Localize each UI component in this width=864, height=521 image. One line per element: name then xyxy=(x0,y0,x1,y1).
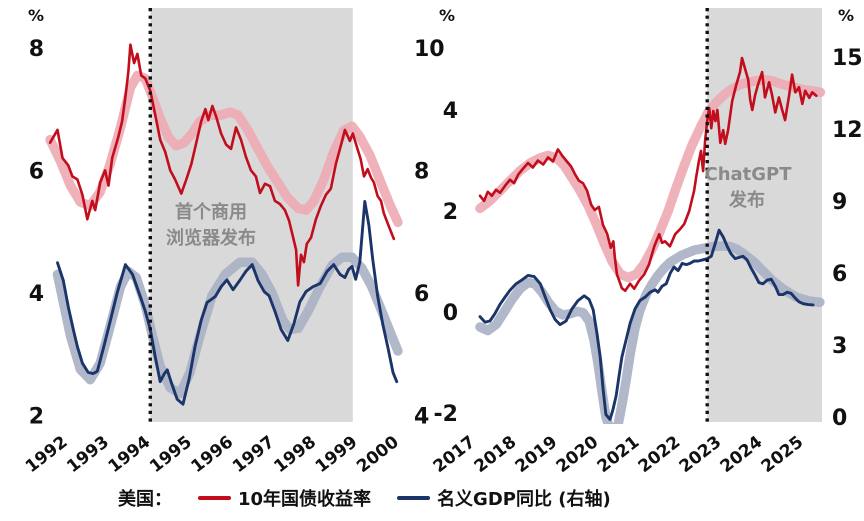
yield-line xyxy=(48,43,396,287)
chart-chatgpt-era-2017-2025: ChatGPT 发布 4 2 0 -2 15 12 9 6 3 0% % 2017201820192020… xyxy=(430,6,863,477)
x-axis-tick-label: 2023 xyxy=(676,432,726,475)
x-axis-tick-label: 1998 xyxy=(270,432,320,475)
gdp-trend-band xyxy=(475,241,825,424)
event-annotation-line: 首个商用 xyxy=(175,201,247,223)
yield-line-swatch xyxy=(198,495,231,501)
legend-region-label: 美国： xyxy=(118,489,172,510)
legend: 美国： 10年国债收益率 名义GDP同比 (右轴) xyxy=(118,485,611,511)
left-axis-tick-label: 6 xyxy=(29,159,44,184)
gdp-line-swatch xyxy=(397,495,431,501)
legend-item-treasury-yield-label: 10年国债收益率 xyxy=(238,489,372,510)
x-axis-tick-label: 1996 xyxy=(188,432,238,475)
right-axis-tick-label: 9 xyxy=(832,190,847,215)
x-axis-tick-label: 2000 xyxy=(353,432,403,475)
x-axis-tick-label: 1994 xyxy=(105,432,155,475)
x-axis-tick-label: 2019 xyxy=(512,432,562,475)
x-axis-tick-label: 2020 xyxy=(553,432,603,475)
x-axis-tick-label: 2021 xyxy=(594,432,644,475)
x-axis-tick-label: 2024 xyxy=(717,432,767,475)
plot-area xyxy=(45,43,403,406)
x-axis-tick-label: 1995 xyxy=(146,432,196,475)
right-axis-tick-label: 12 xyxy=(832,118,863,143)
x-axis-tick-label: 1992 xyxy=(22,432,72,475)
chart-browser-era-1992-2000: 首个商用浏览器发布864210864%199219931994199519961… xyxy=(22,6,445,477)
event-shaded-region xyxy=(150,8,353,422)
gdp-line xyxy=(478,228,815,421)
event-shaded-region xyxy=(707,8,822,422)
right-axis-tick-label: 10 xyxy=(414,37,445,62)
gdp-trend-band xyxy=(52,252,403,399)
x-axis-tick-label: 1993 xyxy=(63,432,113,475)
legend-item-nominal-gdp: 名义GDP同比 (右轴) xyxy=(397,485,611,511)
event-annotation-line: 发布 xyxy=(728,189,765,211)
x-axis-tick-label: 2025 xyxy=(758,432,808,475)
event-annotation-line: ChatGPT xyxy=(704,164,792,185)
right-axis-tick-label: 6 xyxy=(832,262,847,287)
right-axis-tick-label: 6 xyxy=(414,282,429,307)
left-axis-tick-label: 2 xyxy=(29,404,44,429)
left-axis-tick-label: 2 xyxy=(443,200,458,225)
left-axis-tick-label: 4 xyxy=(443,99,458,124)
legend-item-nominal-gdp-label: 名义GDP同比 (右轴) xyxy=(437,489,611,510)
legend-item-treasury-yield: 10年国债收益率 xyxy=(198,485,371,511)
left-axis-unit-label: % xyxy=(439,6,455,25)
right-axis-tick-label: 15 xyxy=(832,46,863,71)
right-axis-tick-label: 3 xyxy=(832,334,847,359)
x-axis-tick-label: 1997 xyxy=(229,432,279,475)
event-annotation-line: 浏览器发布 xyxy=(166,227,256,249)
plot-area xyxy=(475,56,826,424)
right-axis-tick-label: 8 xyxy=(414,159,429,184)
right-axis-tick-label: 0 xyxy=(832,406,847,431)
gdp-line xyxy=(56,200,399,406)
left-axis-tick-label: 0 xyxy=(443,301,458,326)
yield-line xyxy=(478,56,818,293)
x-axis-tick-label: 2017 xyxy=(430,432,480,475)
left-axis-tick-label: 4 xyxy=(29,282,44,307)
left-axis-tick-label: 8 xyxy=(29,37,44,62)
x-axis-tick-label: 2022 xyxy=(635,432,685,475)
x-axis-tick-label: 1999 xyxy=(312,432,362,475)
right-axis-tick-label: 4 xyxy=(414,404,429,429)
left-axis-unit-label: % xyxy=(28,6,44,25)
right-axis-unit-label: % xyxy=(838,6,854,25)
x-axis-tick-label: 2018 xyxy=(471,432,521,475)
charts-canvas: 首个商用浏览器发布864210864%199219931994199519961… xyxy=(22,6,863,477)
left-axis-tick-label: -2 xyxy=(434,402,458,427)
